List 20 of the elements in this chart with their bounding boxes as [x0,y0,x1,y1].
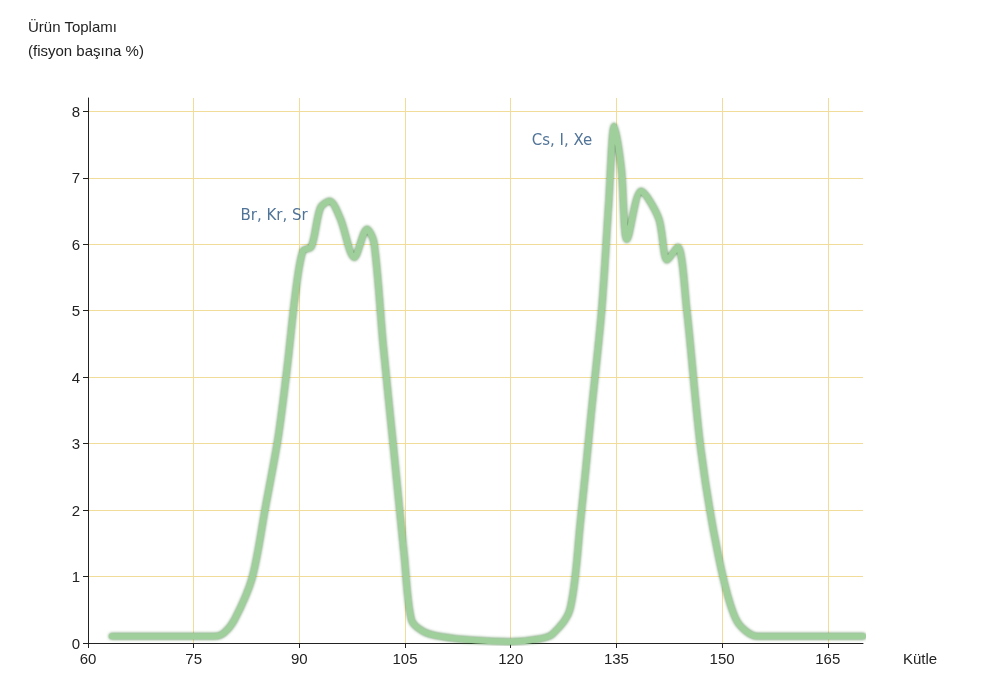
y-tick-label: 8 [71,102,80,120]
y-axis-title: Ürün Toplamı (fisyon başına %) [28,17,144,59]
y-tick-label: 5 [71,302,80,320]
y-tick-label: 3 [71,435,80,453]
y-tick-label: 7 [71,169,80,187]
x-tick-label: 105 [392,650,418,667]
x-tick-label: 90 [291,650,308,667]
x-tick-label: 150 [709,650,735,667]
x-tick-label: 165 [815,650,841,667]
y-tick-label: 6 [71,235,80,253]
y-tick-label: 4 [71,368,80,386]
y-tick-label: 1 [71,568,80,586]
x-tick-label: 120 [498,650,524,667]
annotation: Cs, I, Xe [531,130,593,149]
x-tick-label: 75 [185,650,203,667]
y-tick-label: 2 [71,501,80,519]
x-tick-label: 135 [603,650,629,667]
y-tick-label: 0 [71,634,80,652]
x-axis-title: Kütle [903,650,938,667]
x-tick-label: 60 [79,650,97,667]
